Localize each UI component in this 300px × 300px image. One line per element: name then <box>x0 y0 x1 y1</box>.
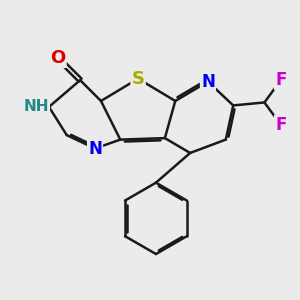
Text: N: N <box>201 73 215 91</box>
Text: O: O <box>50 49 65 67</box>
Text: S: S <box>132 70 145 88</box>
Text: F: F <box>275 116 286 134</box>
Text: NH: NH <box>23 99 49 114</box>
Text: F: F <box>275 71 286 89</box>
Text: N: N <box>88 140 102 158</box>
